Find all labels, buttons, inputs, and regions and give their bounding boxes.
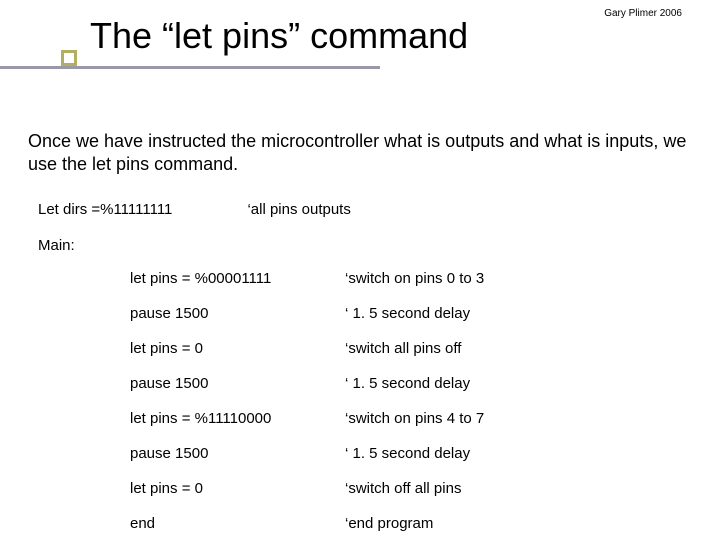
comment-cell: ‘ 1. 5 second delay xyxy=(345,445,470,462)
title-underline xyxy=(0,66,380,69)
code-row: pause 1500 ‘ 1. 5 second delay xyxy=(130,371,720,406)
comment-cell: ‘end program xyxy=(345,515,433,532)
code-cell: let pins = 0 xyxy=(130,480,345,497)
slide-title: The “let pins” command xyxy=(90,18,720,54)
dirs-comment: ‘all pins outputs xyxy=(247,201,350,218)
comment-cell: ‘switch all pins off xyxy=(345,340,461,357)
code-row: end ‘end program xyxy=(130,511,720,546)
code-cell: let pins = %11110000 xyxy=(130,410,345,427)
code-cell: pause 1500 xyxy=(130,375,345,392)
attribution-text: Gary Plimer 2006 xyxy=(604,8,682,19)
code-row: let pins = %11110000 ‘switch on pins 4 t… xyxy=(130,406,720,441)
code-lines: let pins = %00001111 ‘switch on pins 0 t… xyxy=(0,254,720,546)
code-cell: end xyxy=(130,515,345,532)
dirs-row: Let dirs =%11111111 ‘all pins outputs xyxy=(0,175,720,219)
comment-cell: ‘ 1. 5 second delay xyxy=(345,305,470,322)
comment-cell: ‘switch off all pins xyxy=(345,480,461,497)
code-row: pause 1500 ‘ 1. 5 second delay xyxy=(130,441,720,476)
intro-paragraph: Once we have instructed the microcontrol… xyxy=(0,80,720,175)
code-cell: let pins = 0 xyxy=(130,340,345,357)
code-row: let pins = 0 ‘switch off all pins xyxy=(130,476,720,511)
code-row: let pins = 0 ‘switch all pins off xyxy=(130,336,720,371)
code-row: pause 1500 ‘ 1. 5 second delay xyxy=(130,301,720,336)
title-bullet-icon xyxy=(61,50,77,66)
dirs-code: Let dirs =%11111111 xyxy=(38,201,243,218)
code-cell: let pins = %00001111 xyxy=(130,270,345,287)
comment-cell: ‘ 1. 5 second delay xyxy=(345,375,470,392)
code-cell: pause 1500 xyxy=(130,305,345,322)
code-row: let pins = %00001111 ‘switch on pins 0 t… xyxy=(130,266,720,301)
main-label: Main: xyxy=(0,219,720,254)
comment-cell: ‘switch on pins 0 to 3 xyxy=(345,270,484,287)
code-cell: pause 1500 xyxy=(130,445,345,462)
comment-cell: ‘switch on pins 4 to 7 xyxy=(345,410,484,427)
